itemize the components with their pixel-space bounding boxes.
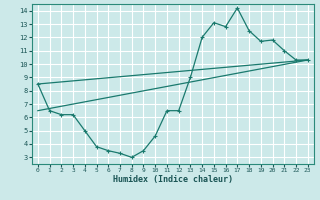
X-axis label: Humidex (Indice chaleur): Humidex (Indice chaleur): [113, 175, 233, 184]
